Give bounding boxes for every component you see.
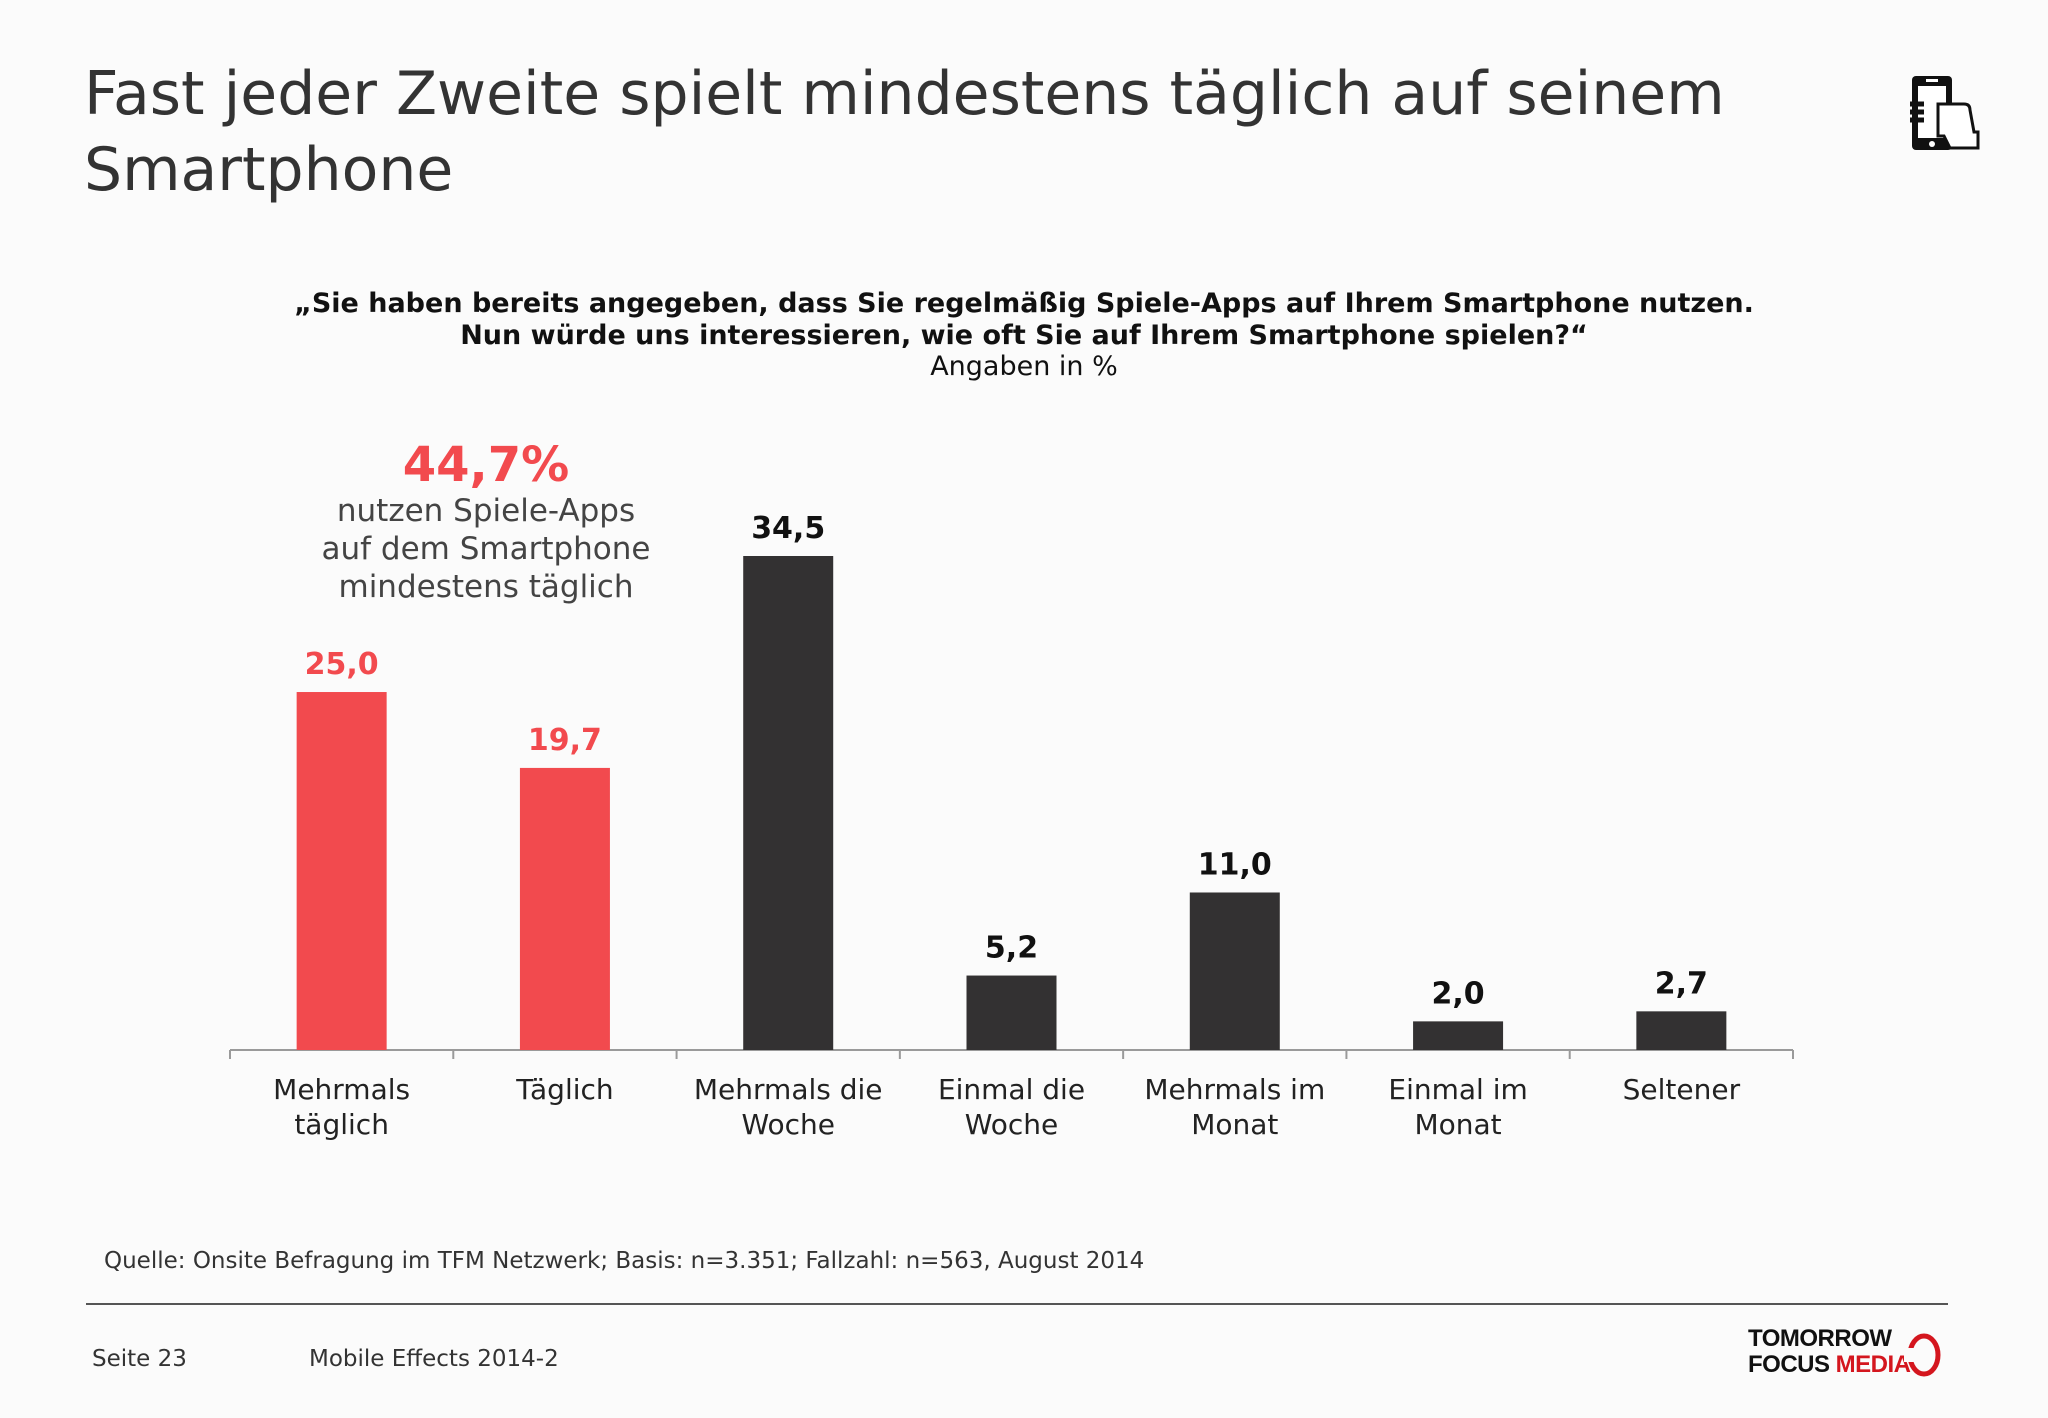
category-label: täglich [294, 1108, 389, 1141]
highlight-text-line-3: mindestens täglich [338, 569, 634, 605]
highlight-text-line-1: nutzen Spiele-Apps [336, 493, 636, 529]
category-label: Mehrmals die [694, 1073, 883, 1106]
category-label: Monat [1414, 1108, 1501, 1141]
category-label: Einmal im [1388, 1073, 1527, 1106]
category-label: Monat [1191, 1108, 1278, 1141]
page-title: Fast jeder Zweite spielt mindestens tägl… [84, 56, 1844, 208]
logo-text-media: MEDIA [1835, 1351, 1911, 1378]
data-label: 2,0 [1431, 976, 1484, 1011]
category-label: Einmal die [938, 1073, 1085, 1106]
data-label: 34,5 [751, 511, 825, 546]
bar [1413, 1021, 1504, 1050]
logo-text-focus-media: FOCUS MEDIA [1748, 1352, 1911, 1378]
bar [1636, 1011, 1727, 1050]
highlight-text: nutzen Spiele-Apps auf dem Smartphone mi… [236, 492, 736, 606]
highlight-text-line-2: auf dem Smartphone [321, 531, 651, 567]
data-label: 19,7 [528, 723, 602, 758]
highlight-value: 44,7% [402, 437, 570, 493]
company-logo: TOMORROW FOCUS MEDIA [1748, 1326, 1948, 1380]
data-label: 25,0 [305, 647, 379, 682]
logo-text-tomorrow: TOMORROW [1748, 1325, 1892, 1352]
report-name: Mobile Effects 2014-2 [309, 1346, 559, 1372]
unit-label: Angaben in % [930, 351, 1118, 382]
category-label: Woche [741, 1108, 835, 1141]
smartphone-hand-icon [1910, 76, 1980, 150]
question-line-2: Nun würde uns interessieren, wie oft Sie… [460, 320, 1588, 351]
logo-text-focus: FOCUS [1748, 1351, 1830, 1378]
category-label: Täglich [515, 1073, 613, 1106]
category-label: Woche [965, 1108, 1059, 1141]
bar [1189, 892, 1280, 1050]
category-label: Mehrmals [273, 1073, 410, 1106]
category-label: Mehrmals im [1144, 1073, 1325, 1106]
bar [743, 556, 834, 1050]
data-label: 5,2 [985, 931, 1038, 966]
page-title-line-2: Smartphone [84, 135, 454, 205]
footer-divider [86, 1303, 1948, 1305]
data-label: 2,7 [1655, 966, 1708, 1001]
data-label: 11,0 [1198, 847, 1272, 882]
bar [519, 767, 610, 1050]
bar [296, 692, 387, 1050]
page-title-line-1: Fast jeder Zweite spielt mindestens tägl… [84, 59, 1725, 129]
source-note: Quelle: Onsite Befragung im TFM Netzwerk… [104, 1248, 1145, 1274]
bar [966, 975, 1057, 1050]
logo-ring-icon [1904, 1333, 1941, 1377]
page-number: Seite 23 [92, 1346, 187, 1372]
question-line-1: „Sie haben bereits angegeben, dass Sie r… [294, 288, 1754, 319]
category-label: Seltener [1623, 1073, 1741, 1106]
